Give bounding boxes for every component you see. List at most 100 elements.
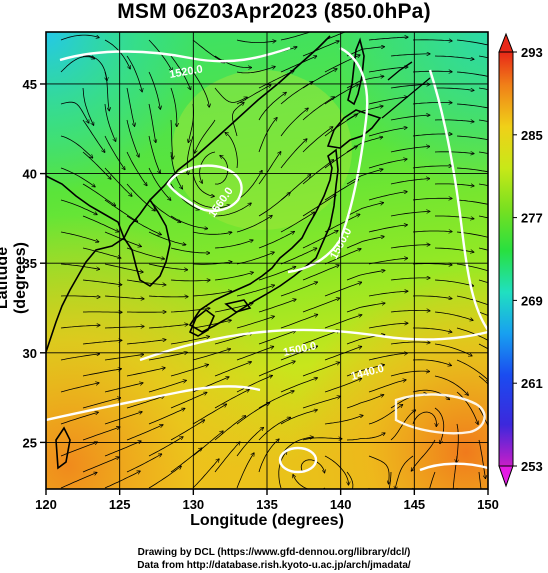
streamline — [148, 466, 181, 489]
streamline — [456, 199, 488, 205]
streamline — [478, 215, 488, 219]
streamline — [368, 128, 407, 137]
streamline — [390, 278, 430, 281]
y-tick-label: 35 — [23, 256, 37, 271]
streamline — [192, 404, 227, 425]
streamline — [388, 471, 392, 489]
streamline — [60, 412, 98, 425]
streamline — [82, 183, 116, 206]
streamline — [434, 279, 474, 286]
colorbar-tick-label: 277 — [521, 211, 543, 226]
streamline — [104, 383, 143, 393]
streamline — [192, 39, 225, 63]
streamline — [214, 240, 253, 249]
streamline — [478, 471, 482, 489]
streamline — [126, 279, 166, 285]
streamline — [104, 295, 144, 299]
x-axis-label: Longitude (degrees) — [190, 512, 344, 529]
streamline — [236, 403, 270, 425]
streamline — [236, 427, 264, 457]
colorbar-min-triangle — [498, 465, 514, 488]
streamline — [280, 32, 319, 41]
streamline — [104, 167, 132, 196]
streamline — [214, 416, 246, 441]
streamline — [324, 214, 360, 233]
streamline — [390, 371, 430, 377]
streamline — [126, 87, 135, 126]
streamline — [395, 455, 414, 489]
y-axis-label: Latitude (degrees) — [0, 241, 29, 315]
x-axis-ticks: 120 125 130 135 140 145 150 — [35, 489, 499, 512]
streamline — [192, 71, 209, 107]
streamline — [170, 247, 210, 253]
streamline — [148, 71, 160, 109]
streamline — [214, 55, 252, 68]
streamline — [148, 231, 186, 245]
streamline — [412, 359, 452, 366]
streamline — [368, 67, 408, 73]
streamline — [302, 231, 338, 249]
streamline — [82, 151, 111, 179]
streamline — [236, 40, 276, 43]
streamline — [82, 427, 120, 441]
credit-data: Data from http://database.rish.kyoto-u.a… — [137, 560, 411, 571]
streamline — [368, 159, 407, 169]
streamline — [104, 135, 125, 170]
streamline — [200, 151, 216, 183]
y-tick-label: 30 — [23, 346, 37, 361]
streamline — [302, 298, 340, 313]
streamline — [302, 396, 340, 409]
streamline — [214, 203, 251, 217]
streamline — [126, 368, 165, 377]
streamline — [346, 365, 385, 377]
streamline — [324, 378, 362, 393]
coastlines — [46, 35, 431, 470]
streamline — [148, 324, 188, 329]
streamline — [390, 342, 430, 344]
streamline — [280, 139, 307, 169]
colorbar-gradient — [498, 51, 514, 467]
streamline — [60, 167, 95, 187]
streamline — [60, 354, 100, 361]
streamline — [214, 155, 229, 185]
streamline — [302, 438, 342, 440]
streamline — [82, 398, 121, 409]
credit-drawing: Drawing by DCL (https://www.gfd-dennou.o… — [137, 547, 411, 558]
streamline — [280, 82, 313, 105]
streamline — [346, 433, 385, 441]
streamline — [170, 280, 210, 281]
streamline — [258, 267, 296, 281]
streamline — [434, 375, 468, 395]
streamline — [412, 103, 452, 105]
streamline — [412, 411, 437, 427]
streamline — [60, 263, 100, 269]
streamline — [126, 119, 139, 157]
streamline — [170, 392, 207, 409]
streamline — [434, 247, 474, 252]
streamline — [435, 87, 474, 90]
streamline — [390, 84, 430, 89]
streamline — [236, 285, 275, 297]
streamline — [236, 375, 273, 393]
streamline — [478, 311, 488, 316]
streamline — [258, 152, 281, 185]
streamline — [346, 169, 383, 185]
streamline — [368, 405, 403, 425]
streamline — [104, 199, 138, 222]
x-tick-label: 125 — [109, 497, 131, 512]
streamline — [368, 291, 408, 297]
streamline — [195, 119, 216, 153]
streamline — [412, 71, 452, 72]
streamline — [60, 57, 95, 73]
streamline — [126, 396, 164, 409]
streamline — [82, 457, 119, 473]
streamline — [82, 87, 94, 125]
streamline — [478, 343, 488, 350]
streamline — [456, 391, 478, 425]
streamline — [82, 247, 121, 258]
colorbar-tick-label: 285 — [521, 128, 543, 143]
streamline — [192, 199, 230, 209]
streamline — [214, 87, 247, 103]
streamline — [148, 103, 156, 143]
